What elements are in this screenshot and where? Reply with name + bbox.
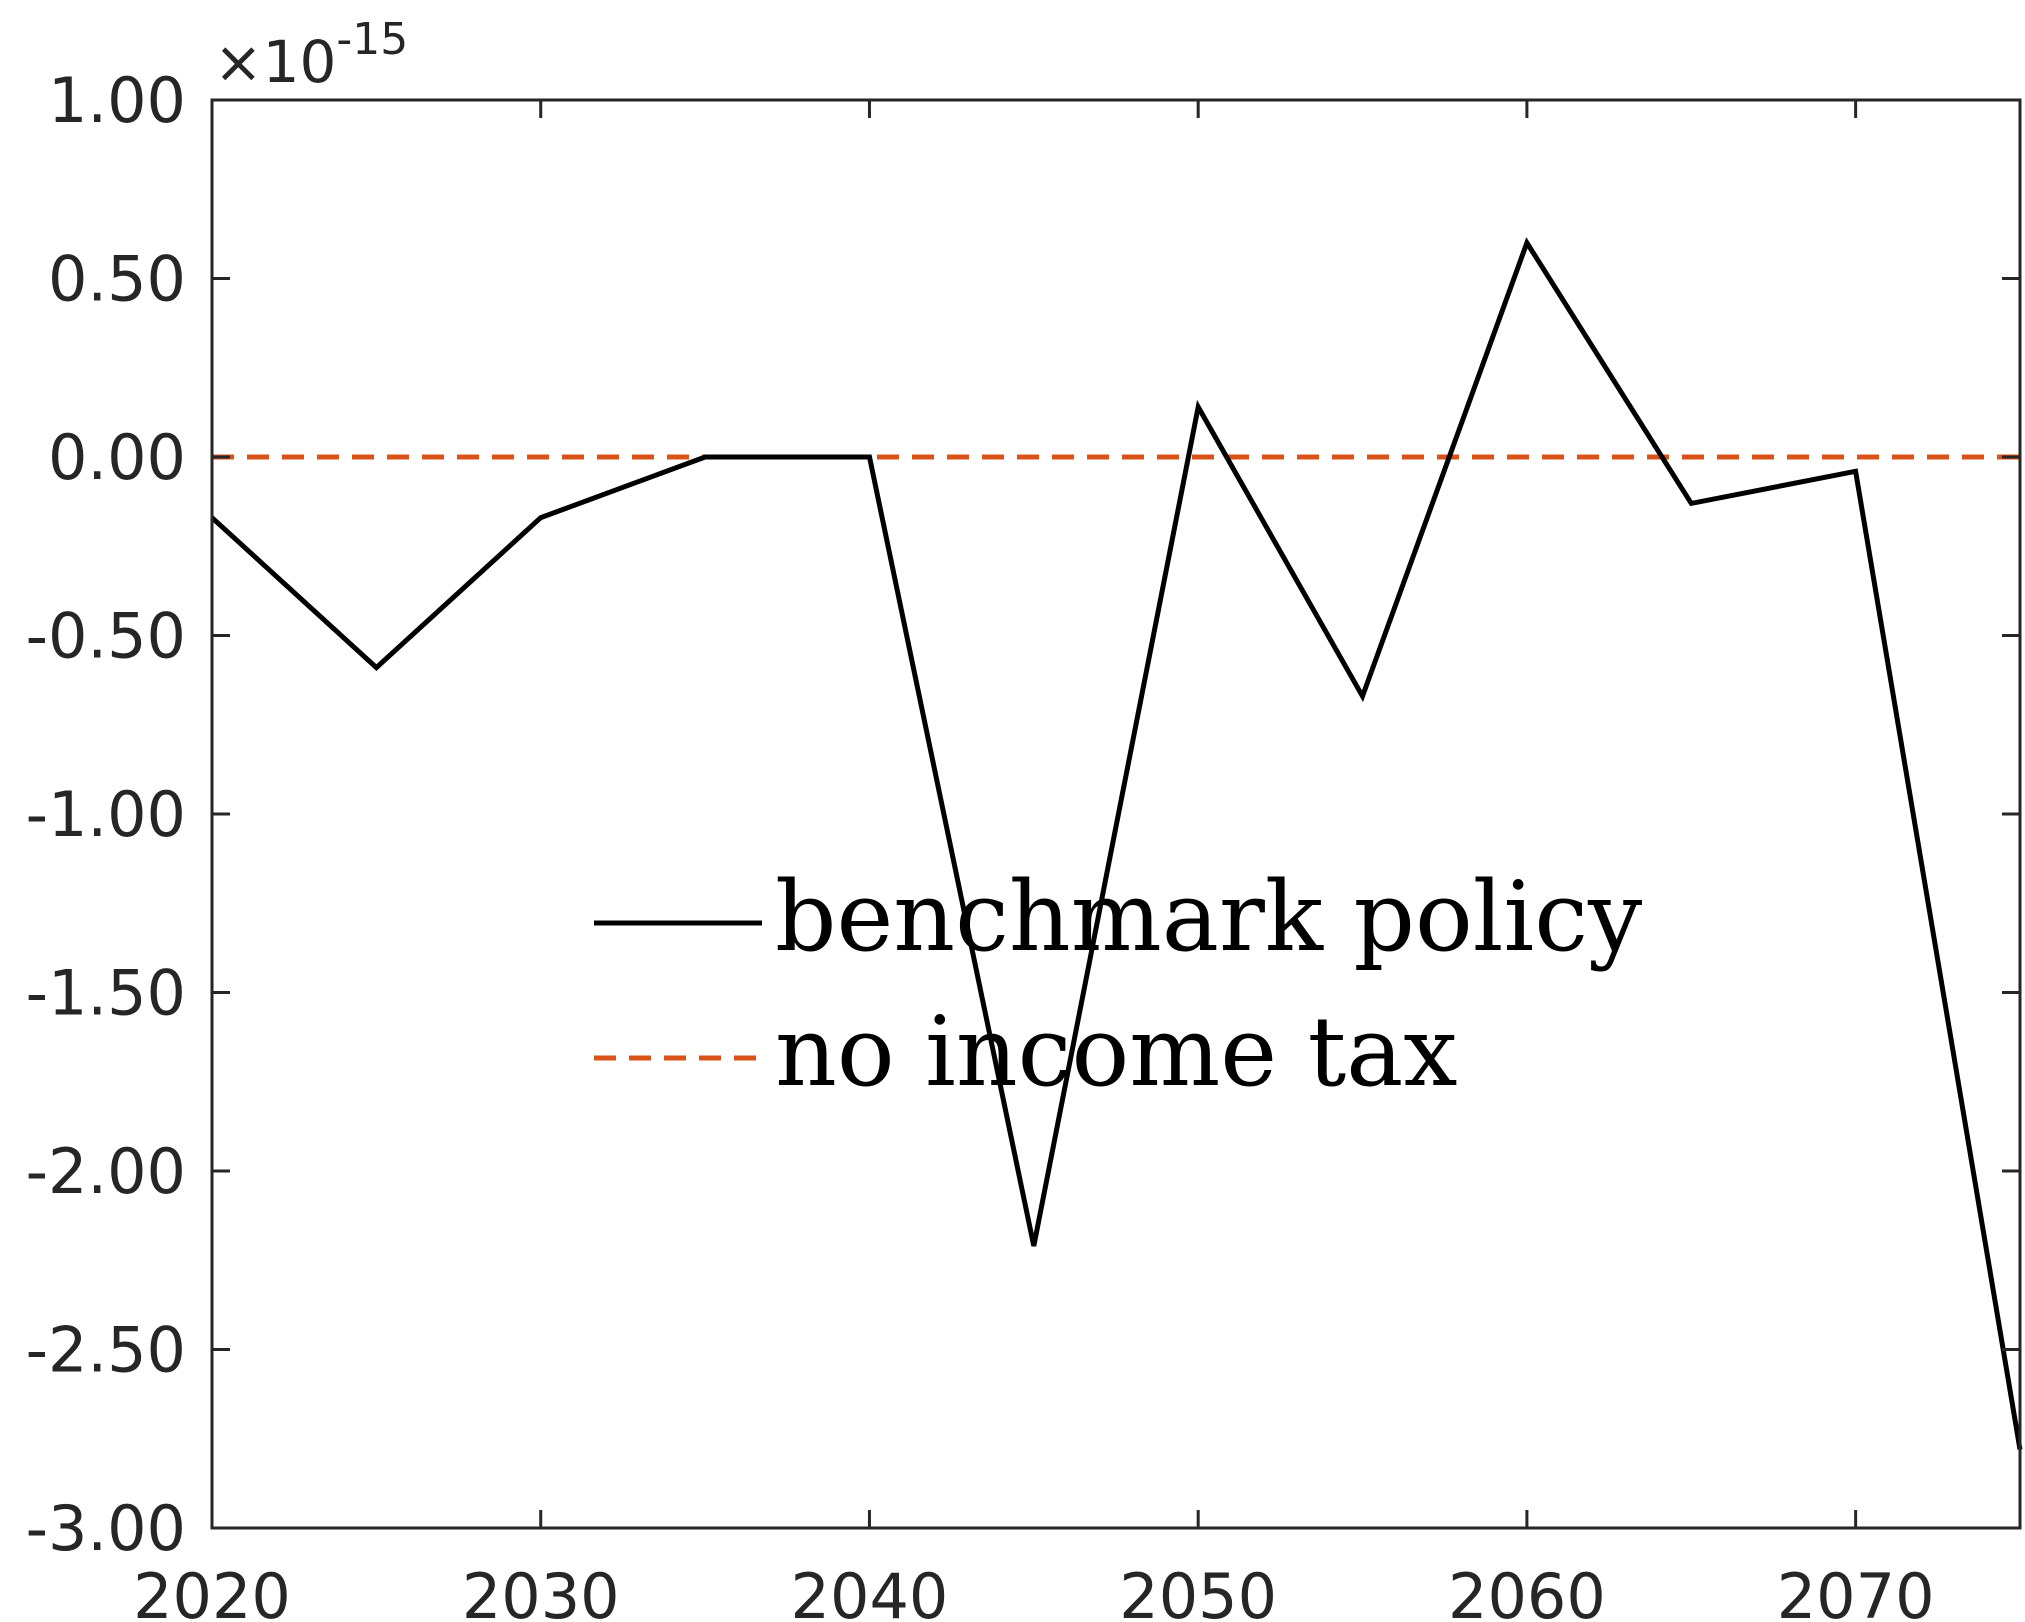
legend: benchmark policy no income tax <box>594 861 1642 1108</box>
x-tick-label: 2040 <box>791 1560 949 1622</box>
x-tick-label: 2050 <box>1119 1560 1277 1622</box>
y-tick-label: -3.00 <box>26 1492 186 1565</box>
legend-label-benchmark-policy: benchmark policy <box>775 861 1642 973</box>
y-tick-label: 0.00 <box>48 421 186 494</box>
legend-label-no-income-tax: no income tax <box>775 996 1458 1108</box>
x-tick-label: 2060 <box>1448 1560 1606 1622</box>
y-tick-label: -1.50 <box>26 957 186 1030</box>
x-tick-label: 2070 <box>1777 1560 1935 1622</box>
y-tick-label: -2.00 <box>26 1135 186 1208</box>
y-tick-label: -0.50 <box>26 600 186 673</box>
y-exponent: -15 <box>336 14 408 65</box>
y-tick-label: -2.50 <box>26 1314 186 1387</box>
y-tick-label: 0.50 <box>48 243 186 316</box>
y-tick-label: -1.00 <box>26 778 186 851</box>
ticks-layer <box>210 98 2020 1530</box>
y-exponent-label: ×10-15 <box>214 14 408 96</box>
y-multiplier: ×10 <box>214 28 336 96</box>
y-tick-labels: 1.00 0.50 0.00 -0.50 -1.00 -1.50 -2.00 -2.50 -3.… <box>26 64 186 1565</box>
series-line-benchmark-policy <box>210 237 2023 1450</box>
x-tick-label: 2020 <box>133 1560 291 1622</box>
series-layer <box>210 237 2023 1450</box>
x-tick-label: 2030 <box>462 1560 620 1622</box>
x-tick-labels: 2020 2030 2040 2050 2060 2070 <box>133 1560 1934 1622</box>
y-tick-label: 1.00 <box>48 64 186 137</box>
